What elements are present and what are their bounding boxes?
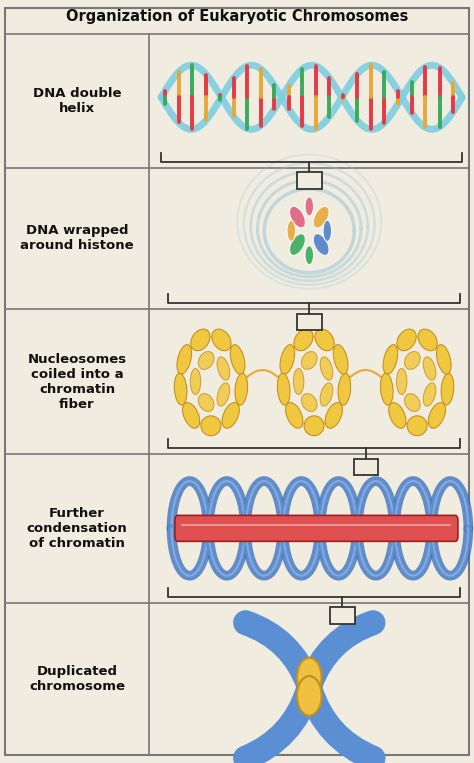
Ellipse shape [177, 345, 191, 374]
Ellipse shape [301, 352, 317, 369]
Ellipse shape [423, 383, 436, 406]
Ellipse shape [304, 416, 324, 436]
Ellipse shape [290, 206, 305, 228]
Ellipse shape [338, 373, 351, 405]
Ellipse shape [313, 206, 329, 228]
Text: DNA wrapped
around histone: DNA wrapped around histone [20, 224, 134, 253]
Ellipse shape [397, 329, 416, 351]
Ellipse shape [320, 357, 333, 380]
Ellipse shape [182, 403, 200, 428]
Ellipse shape [305, 197, 313, 216]
Ellipse shape [287, 221, 296, 242]
Ellipse shape [277, 373, 290, 405]
Ellipse shape [407, 416, 427, 436]
Ellipse shape [441, 373, 454, 405]
Ellipse shape [418, 329, 437, 351]
Text: DNA double
helix: DNA double helix [33, 87, 121, 115]
Ellipse shape [437, 345, 451, 374]
Ellipse shape [198, 352, 214, 369]
Ellipse shape [320, 383, 333, 406]
Ellipse shape [315, 329, 334, 351]
Ellipse shape [222, 403, 239, 428]
Ellipse shape [323, 221, 332, 242]
Ellipse shape [235, 373, 247, 405]
Ellipse shape [381, 373, 393, 405]
Ellipse shape [396, 369, 407, 394]
Ellipse shape [201, 416, 221, 436]
Ellipse shape [313, 233, 329, 256]
Bar [297, 314, 321, 330]
Bar [297, 172, 321, 189]
Ellipse shape [423, 357, 436, 380]
Ellipse shape [333, 345, 348, 374]
Ellipse shape [217, 383, 230, 406]
Ellipse shape [280, 345, 295, 374]
Circle shape [297, 676, 321, 716]
Ellipse shape [294, 329, 313, 351]
Circle shape [297, 658, 321, 697]
Text: Duplicated
chromosome: Duplicated chromosome [29, 665, 125, 693]
Ellipse shape [230, 345, 245, 374]
Ellipse shape [301, 394, 317, 411]
Bar [354, 459, 378, 475]
Text: Nucleosomes
coiled into a
chromatin
fiber: Nucleosomes coiled into a chromatin fibe… [27, 353, 127, 410]
Ellipse shape [174, 373, 187, 405]
Ellipse shape [290, 233, 305, 256]
Ellipse shape [428, 403, 446, 428]
Ellipse shape [191, 329, 210, 351]
Ellipse shape [383, 345, 398, 374]
Ellipse shape [305, 246, 313, 265]
Ellipse shape [404, 394, 420, 411]
Ellipse shape [198, 394, 214, 411]
Ellipse shape [404, 352, 420, 369]
Ellipse shape [286, 403, 303, 428]
Text: Organization of Eukaryotic Chromosomes: Organization of Eukaryotic Chromosomes [66, 9, 408, 24]
Ellipse shape [325, 403, 342, 428]
Text: Further
condensation
of chromatin: Further condensation of chromatin [27, 507, 128, 550]
FancyBboxPatch shape [175, 516, 458, 542]
Ellipse shape [389, 403, 406, 428]
Ellipse shape [217, 357, 230, 380]
Ellipse shape [293, 369, 304, 394]
Ellipse shape [190, 369, 201, 394]
Bar [330, 607, 355, 624]
Ellipse shape [212, 329, 231, 351]
